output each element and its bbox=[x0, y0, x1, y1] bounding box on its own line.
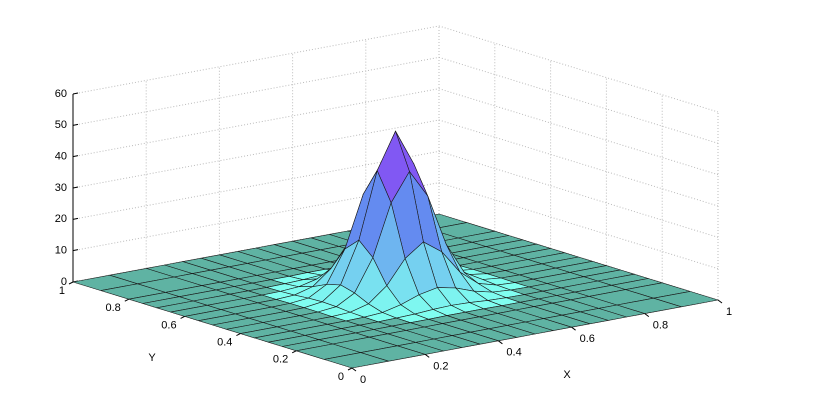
grid-line bbox=[72, 56, 440, 126]
x-tick-label: 0.6 bbox=[580, 333, 595, 345]
x-tick-label: 0.8 bbox=[653, 320, 668, 332]
grid-line bbox=[72, 150, 440, 220]
y-axis-label: Y bbox=[148, 352, 156, 364]
y-tick bbox=[180, 315, 185, 319]
y-tick bbox=[291, 350, 297, 354]
y-tick bbox=[124, 298, 130, 302]
y-tick-label: 0.2 bbox=[273, 354, 288, 366]
x-tick bbox=[644, 313, 650, 318]
y-tick-label: 1 bbox=[59, 285, 65, 297]
z-tick-label: 0 bbox=[61, 276, 67, 288]
grid-line bbox=[72, 25, 440, 95]
y-tick bbox=[236, 333, 241, 337]
grid-line bbox=[438, 150, 719, 238]
y-tick bbox=[347, 367, 353, 371]
x-tick bbox=[424, 353, 430, 358]
x-tick bbox=[351, 367, 357, 372]
grid-line bbox=[438, 25, 719, 113]
surface-patch bbox=[324, 352, 389, 369]
grid-line bbox=[438, 119, 719, 207]
grid-line bbox=[72, 182, 440, 252]
x-tick-label: 0.2 bbox=[433, 360, 448, 372]
z-tick bbox=[72, 249, 79, 252]
y-tick bbox=[68, 281, 74, 285]
y-tick-label: 0.6 bbox=[161, 319, 176, 331]
y-tick-label: 0 bbox=[338, 371, 344, 383]
x-tick bbox=[717, 299, 723, 304]
grid-line bbox=[438, 182, 719, 270]
x-axis-label: X bbox=[563, 369, 571, 381]
z-tick bbox=[72, 123, 79, 126]
z-tick bbox=[72, 155, 79, 158]
z-tick bbox=[72, 92, 79, 95]
grid-line bbox=[438, 88, 719, 176]
z-tick-label: 50 bbox=[55, 119, 67, 131]
x-tick bbox=[571, 326, 576, 331]
grid-line bbox=[72, 119, 440, 189]
z-tick-label: 10 bbox=[55, 245, 67, 257]
x-tick bbox=[498, 340, 503, 345]
z-tick bbox=[72, 217, 79, 220]
z-tick-label: 40 bbox=[55, 151, 67, 163]
z-tick-label: 30 bbox=[55, 182, 67, 194]
x-tick-label: 0.4 bbox=[506, 347, 521, 359]
z-tick bbox=[72, 186, 79, 189]
x-tick-label: 0 bbox=[360, 374, 366, 386]
y-tick-label: 0.4 bbox=[217, 337, 232, 349]
grid-line bbox=[72, 88, 440, 158]
x-tick-label: 1 bbox=[726, 306, 732, 318]
z-tick-label: 20 bbox=[55, 213, 67, 225]
y-tick-label: 0.8 bbox=[106, 302, 121, 314]
grid-line bbox=[438, 56, 719, 144]
z-tick-label: 60 bbox=[55, 88, 67, 100]
